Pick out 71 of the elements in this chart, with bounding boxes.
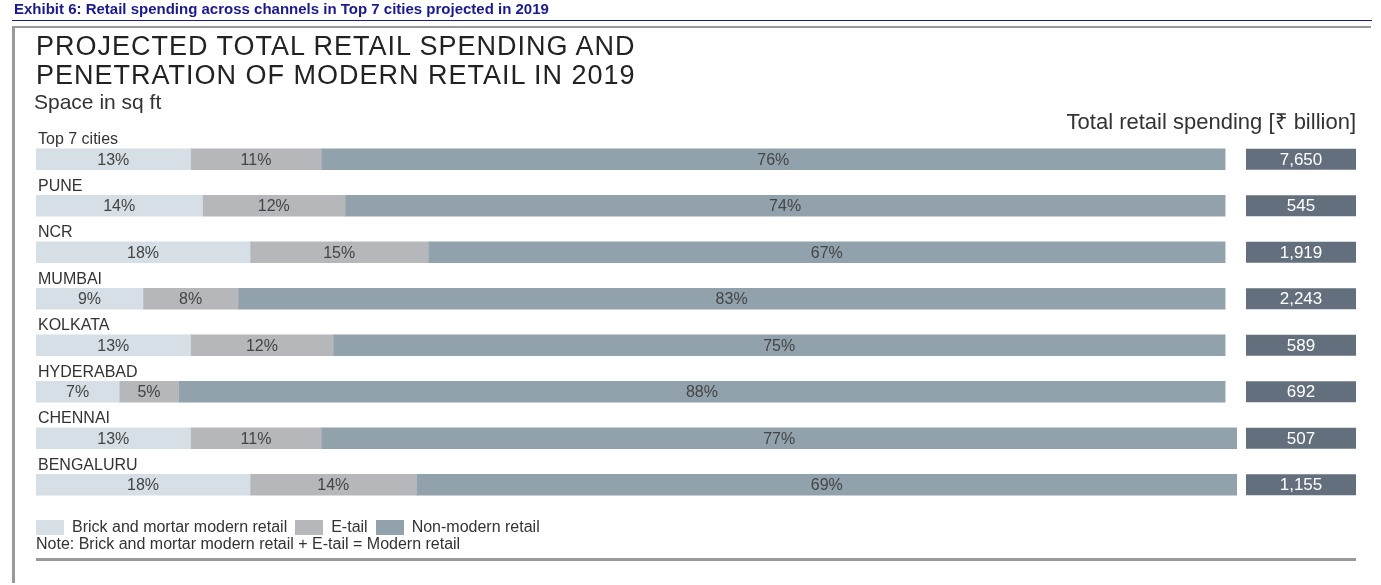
text: 692: [1286, 382, 1316, 402]
bar: [202, 194, 346, 217]
data-label: 18%: [127, 476, 160, 494]
y-tick-label: NCR: [38, 223, 73, 241]
chart-title: PROJECTED TOTAL RETAIL SPENDING AND PENETRATION OF MODERN RETAIL IN 2019: [36, 31, 637, 90]
data-label: 13%: [97, 150, 130, 168]
bar: [36, 380, 120, 403]
text: 7,650: [1279, 149, 1323, 169]
data-label: 69%: [810, 476, 843, 494]
bar: [36, 334, 191, 357]
annotation: Total retail spending [₹ billion]: [1066, 108, 1356, 135]
data-label: 5%: [137, 383, 161, 401]
text: Note: Brick and mortar modern retail + E-tail = Modern retail: [36, 535, 461, 553]
bar: [332, 334, 1226, 357]
data-label: 12%: [257, 197, 290, 215]
text: 589: [1286, 335, 1316, 355]
y-tick-label: HYDERABAD: [38, 362, 138, 380]
bar: [249, 473, 417, 496]
text: 1,919: [1279, 242, 1323, 262]
bar: [428, 241, 1226, 264]
bar: [178, 380, 1226, 403]
bar: [321, 148, 1226, 171]
data-label: 14%: [317, 476, 350, 494]
bar: [36, 287, 144, 310]
bar: [190, 334, 334, 357]
legend-label: Brick and mortar modern retail: [71, 518, 288, 536]
text: 1,155: [1279, 475, 1323, 495]
bar: [36, 427, 191, 450]
bar: [321, 427, 1237, 450]
bar: [190, 427, 322, 450]
bar: [249, 241, 429, 264]
text: 545: [1286, 196, 1316, 216]
y-tick-label: MUMBAI: [38, 269, 102, 287]
y-tick-label: KOLKATA: [38, 316, 110, 334]
legend-label: Non-modern retail: [410, 518, 540, 536]
bar: [142, 287, 239, 310]
text: 507: [1286, 428, 1316, 448]
data-label: 13%: [97, 429, 130, 447]
bar: [416, 473, 1237, 496]
data-label: 13%: [97, 336, 130, 354]
data-label: 9%: [77, 290, 102, 308]
bar: [36, 473, 251, 496]
data-label: 12%: [245, 336, 278, 354]
bar: [344, 194, 1226, 217]
data-label: 11%: [240, 429, 272, 447]
data-label: 76%: [757, 150, 790, 168]
data-label: 15%: [323, 243, 356, 261]
bar: [190, 148, 322, 171]
data-label: 74%: [769, 197, 802, 215]
text: Exhibit 6: Retail spending across channels in Top 7 cities projected in 2019: [14, 0, 549, 17]
data-label: 14%: [103, 197, 136, 215]
data-label: 18%: [127, 243, 160, 261]
y-tick-label: CHENNAI: [38, 409, 111, 427]
data-label: 7%: [66, 383, 90, 401]
chart-subtitle: Space in sq ft: [34, 90, 162, 114]
y-tick-label: Top 7 cities: [38, 130, 119, 148]
y-tick-label: PUNE: [38, 176, 83, 194]
bar: [36, 148, 191, 171]
data-label: 67%: [810, 243, 843, 261]
data-label: 83%: [715, 290, 748, 308]
legend-label: E-tail: [330, 518, 368, 536]
bar: [36, 241, 251, 264]
bar: [36, 194, 203, 217]
data-label: 75%: [763, 336, 796, 354]
data-label: 11%: [240, 150, 272, 168]
bar: [237, 287, 1226, 310]
data-label: 8%: [179, 290, 203, 308]
data-label: 77%: [763, 429, 796, 447]
data-label: 88%: [685, 383, 718, 401]
y-tick-label: BENGALURU: [38, 455, 138, 473]
text: 2,243: [1279, 289, 1323, 309]
